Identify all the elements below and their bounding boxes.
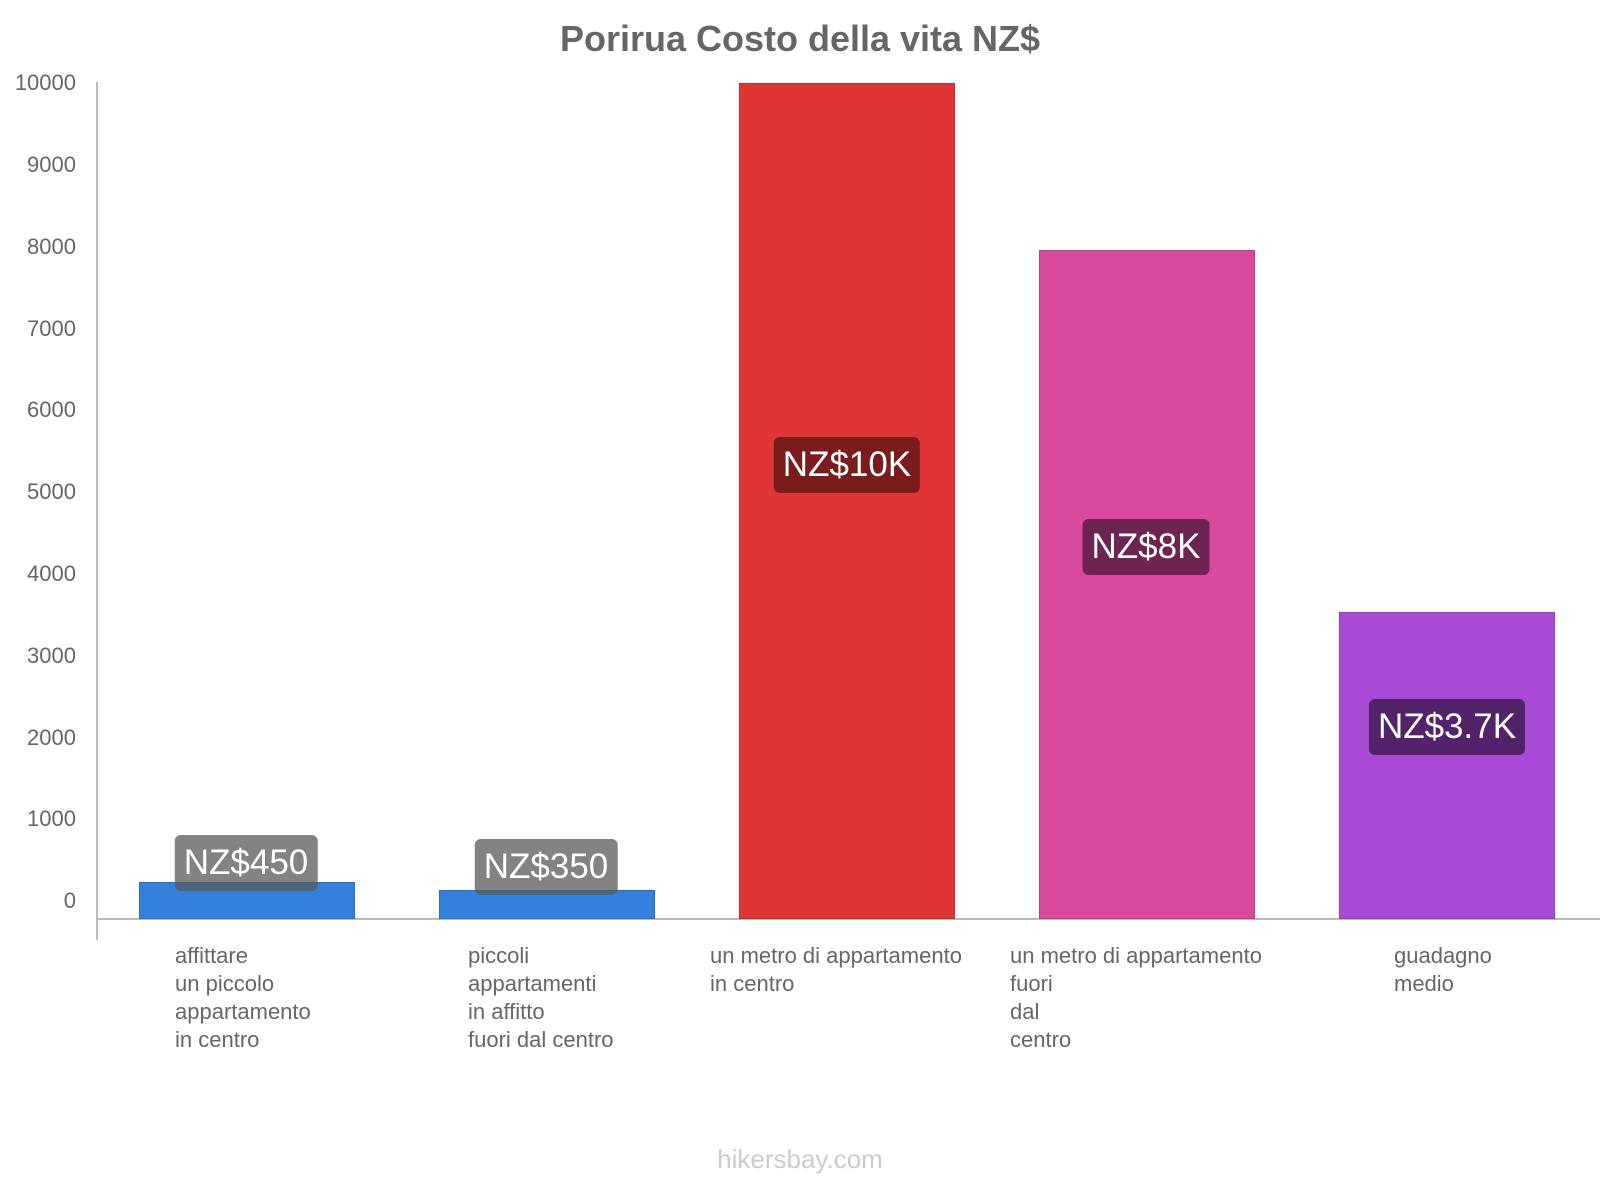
x-label: piccoli appartamenti in affitto fuori da… [468, 943, 614, 1052]
value-label: NZ$8K [1082, 519, 1210, 575]
bar-sqm-outside[interactable] [1039, 250, 1255, 919]
y-tick: 4000 [27, 561, 76, 586]
value-label: NZ$10K [773, 437, 921, 493]
y-tick: 1000 [27, 806, 76, 831]
footer-watermark: hikersbay.com [717, 1144, 883, 1174]
x-label: un metro di appartamento in centro [710, 943, 962, 996]
y-tick: 3000 [27, 643, 76, 668]
y-tick: 8000 [27, 234, 76, 259]
y-tick: 7000 [27, 316, 76, 341]
y-tick: 2000 [27, 725, 76, 750]
y-tick: 9000 [27, 152, 76, 177]
value-label: NZ$3.7K [1368, 699, 1526, 755]
value-label: NZ$450 [174, 835, 318, 891]
y-tick: 0 [63, 888, 76, 913]
x-label: un metro di appartamento fuori dal centr… [1010, 943, 1262, 1052]
y-tick: 6000 [27, 397, 76, 422]
y-tick: 10000 [14, 70, 76, 95]
x-axis-line [96, 918, 1600, 920]
x-label: affittare un piccolo appartamento in cen… [175, 943, 311, 1052]
value-label: NZ$350 [474, 839, 618, 895]
bar-sqm-center[interactable] [739, 83, 955, 919]
bar-avg-income[interactable] [1339, 612, 1555, 919]
y-axis-line [96, 82, 98, 940]
x-label: guadagno medio [1394, 943, 1492, 996]
y-tick: 5000 [27, 479, 76, 504]
chart-title: Porirua Costo della vita NZ$ [559, 18, 1041, 59]
